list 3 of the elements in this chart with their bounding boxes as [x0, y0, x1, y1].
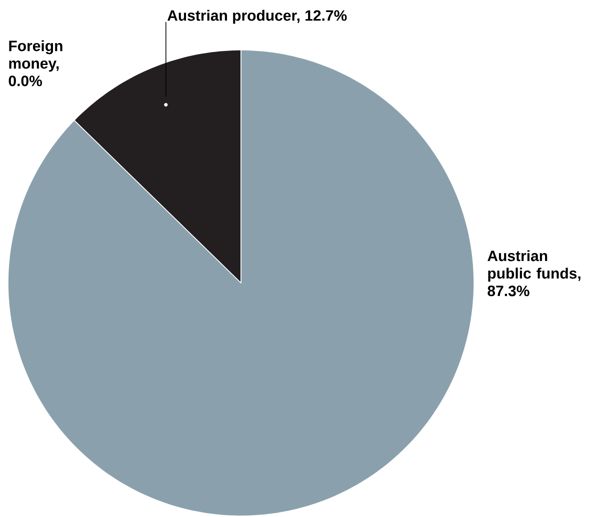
category-label: Foreign money, 0.0%: [8, 40, 62, 86]
slice-label: Austrian public funds, 87.3%: [488, 250, 580, 296]
slice-label: Austrian producer, 12.7%: [167, 10, 347, 24]
